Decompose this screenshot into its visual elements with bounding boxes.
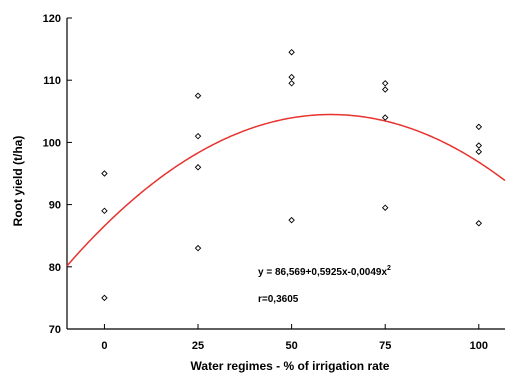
data-point	[101, 207, 108, 215]
data-point	[288, 73, 295, 81]
x-tick-label: 25	[192, 340, 204, 352]
equation-text: y = 86,569+0,5925x-0,0049x	[258, 267, 387, 278]
data-point	[381, 80, 389, 87]
data-point	[101, 170, 108, 177]
data-point	[101, 294, 108, 302]
x-tick-label: 0	[101, 340, 107, 352]
data-points	[101, 48, 483, 302]
axes	[66, 18, 505, 330]
y-tick-label: 120	[43, 13, 61, 25]
x-tick-label: 50	[285, 340, 297, 352]
data-point	[194, 132, 202, 140]
data-point	[475, 123, 483, 131]
data-point	[381, 204, 389, 211]
data-point	[475, 142, 483, 149]
regression-curve	[66, 113, 506, 267]
x-tick-label: 75	[379, 340, 391, 352]
y-tick-label: 100	[43, 137, 61, 149]
data-point	[288, 48, 295, 56]
data-point	[288, 216, 295, 224]
y-axis-title: Root yield (t/ha)	[11, 136, 25, 227]
data-point	[194, 92, 202, 99]
y-tick-label: 80	[49, 262, 61, 274]
equation-exponent: 2	[387, 265, 391, 272]
correlation-coefficient: r=0,3605	[258, 294, 299, 305]
y-tick-label: 90	[49, 200, 61, 212]
ticks: 0 25 50 75 100 70 80 90 100 110 120	[43, 13, 488, 352]
data-point	[475, 220, 483, 227]
data-point	[475, 148, 483, 155]
data-point	[288, 80, 295, 87]
regression-equation: y = 86,569+0,5925x-0,0049x2	[258, 265, 391, 278]
x-tick-label: 100	[470, 340, 488, 352]
y-tick-label: 70	[49, 324, 61, 336]
data-point	[381, 86, 389, 93]
data-point	[194, 164, 202, 171]
data-point	[381, 114, 389, 121]
data-point	[194, 244, 202, 252]
x-axis-title: Water regimes - % of irrigation rate	[191, 359, 390, 373]
y-tick-label: 110	[43, 75, 61, 87]
